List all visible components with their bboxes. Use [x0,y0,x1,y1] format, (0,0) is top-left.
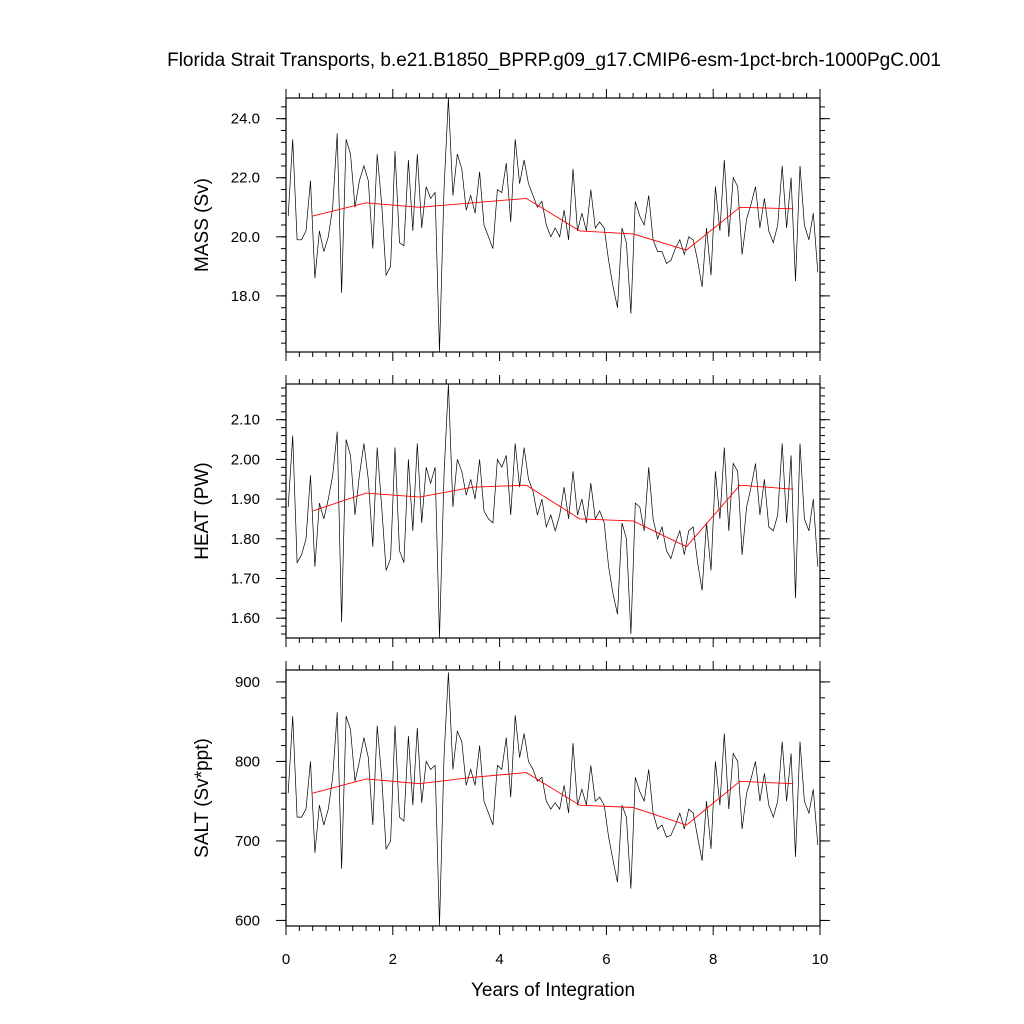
y-tick-label: 20.0 [231,229,260,246]
x-tick-label: 2 [389,951,397,968]
chart-title: Florida Strait Transports, b.e21.B1850_B… [167,50,941,71]
x-tick-label: 10 [812,951,829,968]
panel-2: 1.60 1.70 1.80 1.90 2.00 2.10 HEAT (PW) [192,375,830,647]
y-axis-label: HEAT (PW) [192,462,213,559]
x-axis-label: Years of Integration [471,980,635,1001]
y-tick-label: 18.0 [231,288,260,305]
y-tick-label: 600 [235,912,260,929]
chart-panels: 18.0 20.0 22.0 24.0 MASS (Sv) 1.60 1.70 1.80 1.9… [192,89,830,935]
x-tick-label: 0 [282,951,290,968]
y-axis-label: MASS (Sv) [192,178,213,272]
y-tick-label: 1.90 [231,491,260,508]
x-axis: 0 2 4 6 8 10 [282,951,829,968]
y-tick-label: 800 [235,753,260,770]
x-tick-label: 4 [495,951,503,968]
series-annual-line [312,772,794,826]
y-tick-label: 1.60 [231,610,260,627]
y-tick-label: 24.0 [231,111,260,128]
y-tick-label: 700 [235,833,260,850]
y-tick-label: 22.0 [231,170,260,187]
y-tick-label: 900 [235,674,260,691]
panel-3: 600 700 800 900 SALT (Sv*ppt) [192,661,830,935]
series-monthly-line [287,97,819,353]
series-annual-line [312,484,794,548]
y-tick-label: 1.80 [231,531,260,548]
y-tick-label: 2.00 [231,451,260,468]
x-tick-label: 6 [602,951,610,968]
x-tick-label: 8 [709,951,717,968]
series-annual-line [312,197,794,251]
y-tick-label: 2.10 [231,412,260,429]
series-monthly-line [287,383,819,639]
y-tick-label: 1.70 [231,570,260,587]
y-axis-label: SALT (Sv*ppt) [192,738,213,858]
panel-1: 18.0 20.0 22.0 24.0 MASS (Sv) [192,89,830,361]
series-monthly-line [287,672,819,927]
